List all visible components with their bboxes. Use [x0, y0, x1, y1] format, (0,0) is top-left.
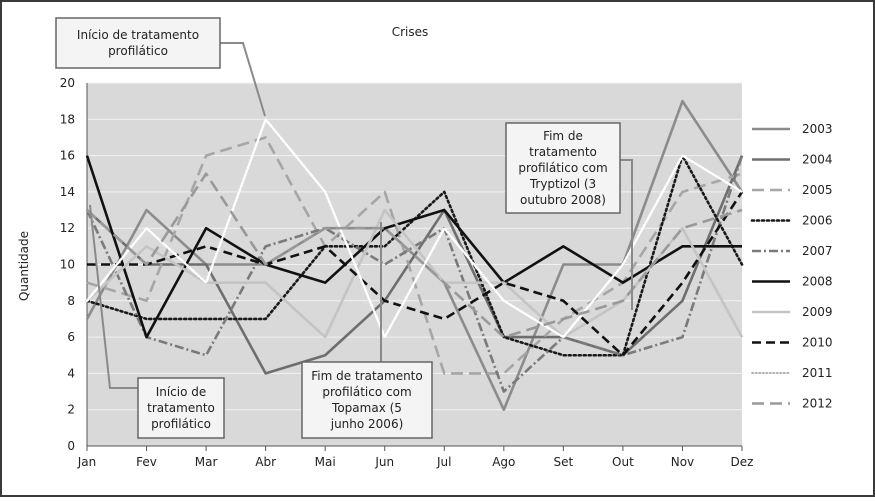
- x-tick-label: Ago: [492, 455, 515, 469]
- legend-label-2003: 2003: [802, 122, 833, 136]
- annotation-text: profilático: [108, 44, 168, 58]
- x-tick-label: Mar: [195, 455, 218, 469]
- x-tick-label: Nov: [671, 455, 694, 469]
- annotation-box: [301, 361, 433, 439]
- annotation-text: profilático com: [518, 161, 607, 175]
- legend-label-2012: 2012: [802, 397, 833, 411]
- x-tick-label: Abr: [255, 455, 276, 469]
- y-tick-label: 0: [67, 439, 75, 453]
- annotations: Início de tratamento profilático Início de…: [55, 17, 633, 439]
- y-tick-label: 4: [67, 366, 75, 380]
- y-tick-label: 14: [60, 185, 75, 199]
- legend-label-2005: 2005: [802, 183, 833, 197]
- x-tick-label: Dez: [731, 455, 754, 469]
- annotation-text: tratamento: [529, 145, 597, 159]
- y-tick-label: 8: [67, 294, 75, 308]
- legend-label-2008: 2008: [802, 275, 833, 289]
- annotation-text: Topamax (5: [331, 401, 402, 415]
- y-tick-label: 20: [60, 76, 75, 90]
- x-tick-label: Mai: [315, 455, 336, 469]
- annotation-text: Fim de: [543, 129, 583, 143]
- annotation-text: Fim de tratamento: [311, 369, 422, 383]
- legend-label-2007: 2007: [802, 244, 833, 258]
- annotation-leader: [218, 42, 266, 117]
- series-line-2010: [87, 191, 744, 357]
- chart-title: Crises: [392, 25, 429, 39]
- legend-label-2009: 2009: [802, 305, 833, 319]
- annotation-text: Início de: [156, 385, 207, 399]
- annotation-leader: [620, 159, 633, 310]
- legend-label-2011: 2011: [802, 366, 833, 380]
- annotation-text: profilático: [151, 417, 211, 431]
- annotation-box: [505, 122, 621, 214]
- legend-label-2006: 2006: [802, 214, 833, 228]
- annotation-box: [137, 377, 225, 439]
- y-tick-label: 6: [67, 330, 75, 344]
- annotation-text: Início de tratamento: [77, 28, 199, 42]
- y-axis-label: Quantidade: [17, 231, 31, 301]
- x-tick-label: Set: [554, 455, 574, 469]
- x-tick-label: Jul: [436, 455, 451, 469]
- y-tick-label: 12: [60, 221, 75, 235]
- series-line-2004: [86, 155, 744, 375]
- x-tick-label: Jun: [374, 455, 394, 469]
- x-tick-label: Out: [612, 455, 634, 469]
- annotation-text: profilático com: [322, 385, 411, 399]
- x-tick-label: Jan: [77, 455, 97, 469]
- legend-label-2004: 2004: [802, 153, 833, 167]
- annotation-text: Tryptizol (3: [529, 177, 596, 191]
- y-tick-label: 2: [67, 403, 75, 417]
- annotation-box: [55, 17, 221, 69]
- annotation-text: outubro 2008): [520, 193, 606, 207]
- y-tick-label: 18: [60, 112, 75, 126]
- annotation-text: junho 2006): [330, 417, 404, 431]
- x-tick-label: Fev: [136, 455, 157, 469]
- legend: 2003 2004 2005 2006 2007 2008 2009 2010 2011 2012: [750, 122, 833, 411]
- legend-label-2010: 2010: [802, 336, 833, 350]
- y-tick-label: 16: [60, 149, 75, 163]
- y-tick-label: 10: [60, 258, 75, 272]
- annotation-text: tratamento: [147, 401, 215, 415]
- annotation-leader: [89, 204, 138, 389]
